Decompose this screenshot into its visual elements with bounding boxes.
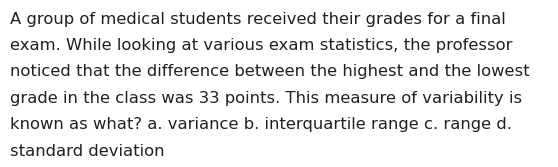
Text: standard deviation: standard deviation [10, 144, 165, 159]
Text: exam. While looking at various exam statistics, the professor: exam. While looking at various exam stat… [10, 38, 513, 53]
Text: A group of medical students received their grades for a final: A group of medical students received the… [10, 12, 506, 27]
Text: noticed that the difference between the highest and the lowest: noticed that the difference between the … [10, 64, 530, 79]
Text: grade in the class was 33 points. This measure of variability is: grade in the class was 33 points. This m… [10, 91, 522, 106]
Text: known as what? a. variance b. interquartile range c. range d.: known as what? a. variance b. interquart… [10, 117, 512, 132]
